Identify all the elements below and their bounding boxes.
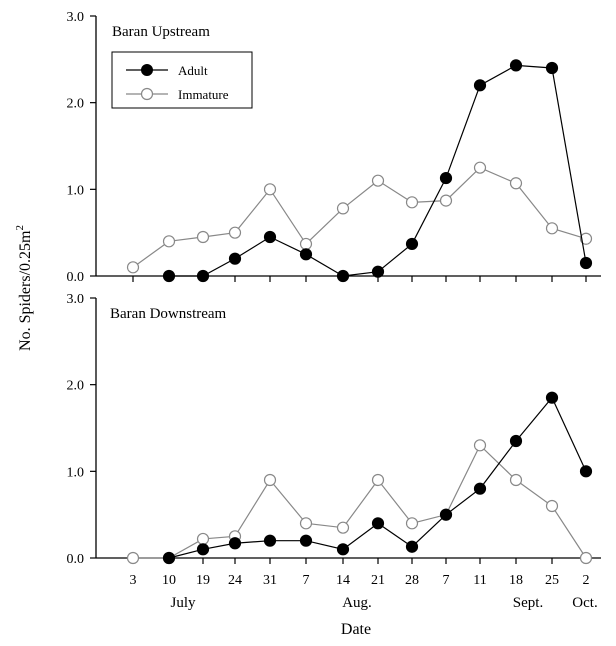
bottom-immature-point xyxy=(371,473,385,487)
bottom-adult-point xyxy=(473,482,487,495)
top-adult-point xyxy=(299,248,313,261)
x-tick-label: 31 xyxy=(263,573,277,588)
bottom-adult-point xyxy=(579,465,593,478)
top-immature-point xyxy=(263,183,277,196)
top-adult-point xyxy=(228,252,242,265)
top-y-tick-label: 1.0 xyxy=(67,183,85,198)
x-tick-label: 2 xyxy=(583,573,590,588)
bottom-immature-point xyxy=(126,551,140,565)
legend-adult-label: Adult xyxy=(178,63,208,78)
top-adult-point xyxy=(579,256,593,270)
top-y-tick-label: 3.0 xyxy=(67,10,85,25)
legend-immature-marker xyxy=(140,87,154,101)
top-immature-point xyxy=(509,177,523,190)
bottom-panel-title: Baran Downstream xyxy=(110,306,227,322)
bottom-y-tick-label: 0.0 xyxy=(67,552,85,567)
month-label-july: July xyxy=(170,595,196,611)
bottom-y-tick-label: 1.0 xyxy=(67,465,85,480)
bottom-adult-point xyxy=(162,551,176,565)
bottom-immature-point xyxy=(473,439,487,452)
bottom-immature-point xyxy=(299,517,313,530)
top-immature-point xyxy=(162,235,176,248)
bottom-immature-point xyxy=(336,521,350,534)
x-axis-title: Date xyxy=(341,621,371,638)
bottom-adult-point xyxy=(299,534,313,547)
top-adult-point xyxy=(162,269,176,283)
month-label-sept: Sept. xyxy=(513,595,543,611)
top-immature-point xyxy=(545,222,559,235)
x-tick-label: 14 xyxy=(336,573,350,588)
legend-adult-marker xyxy=(141,64,153,76)
x-tick-label: 25 xyxy=(545,573,559,588)
legend: Adult Immature xyxy=(111,51,253,109)
bottom-adult-point xyxy=(405,540,419,553)
top-adult-point xyxy=(473,79,487,92)
month-label-aug: Aug. xyxy=(342,595,372,611)
bottom-adult-point xyxy=(228,537,242,550)
bottom-panel: Baran Downstream xyxy=(95,298,601,559)
bottom-adult-point xyxy=(336,543,350,556)
bottom-immature-point xyxy=(545,499,559,513)
legend-immature-label: Immature xyxy=(178,87,229,102)
x-tick-label: 7 xyxy=(443,573,450,588)
bottom-y-tick-label: 3.0 xyxy=(67,292,85,307)
top-immature-point xyxy=(336,202,350,215)
bottom-y-tick-label: 2.0 xyxy=(67,379,85,394)
bottom-immature-point xyxy=(263,473,277,487)
x-tick-label: 28 xyxy=(405,573,419,588)
x-tick-label: 11 xyxy=(473,573,486,588)
top-immature-point xyxy=(228,226,242,239)
legend-box xyxy=(111,51,253,109)
top-panel-title: Baran Upstream xyxy=(112,24,210,40)
top-immature-point xyxy=(126,261,140,274)
x-tick-label: 7 xyxy=(303,573,310,588)
top-adult-point xyxy=(405,237,419,251)
top-adult-point xyxy=(263,230,277,244)
bottom-adult-point xyxy=(371,517,385,530)
top-immature-point xyxy=(196,230,210,244)
top-adult-point xyxy=(371,265,385,278)
x-tick-label: 24 xyxy=(228,573,242,588)
bottom-immature-point xyxy=(405,517,419,530)
top-adult-point xyxy=(545,61,559,75)
bottom-adult-point xyxy=(439,508,453,521)
bottom-adult-point xyxy=(263,534,277,547)
top-immature-point xyxy=(579,232,593,245)
top-immature-point xyxy=(299,237,313,251)
bottom-immature-point xyxy=(196,532,210,546)
x-tick-label: 21 xyxy=(371,573,385,588)
bottom-adult-point xyxy=(509,434,523,448)
top-adult-point xyxy=(336,269,350,283)
top-immature-point xyxy=(371,174,385,187)
top-immature-point xyxy=(405,196,419,209)
bottom-adult-point xyxy=(196,543,210,556)
top-adult-point xyxy=(439,171,453,185)
bottom-immature-point xyxy=(579,551,593,565)
month-label-oct: Oct. xyxy=(572,595,597,611)
top-y-tick-label: 2.0 xyxy=(67,97,85,112)
plot-layer: 0.0 1.0 2.0 3.0 0.0 1.0 2.0 3.0 3 10 19 24 31 7 14 21 28… xyxy=(67,10,593,588)
x-tick-label: 18 xyxy=(509,573,523,588)
y-axis-title: No. Spiders/0.25m2 xyxy=(14,225,34,351)
top-y-tick-label: 0.0 xyxy=(67,270,85,285)
x-tick-label: 19 xyxy=(196,573,210,588)
top-adult-point xyxy=(509,59,523,72)
bottom-adult-point xyxy=(545,391,559,404)
x-tick-label: 10 xyxy=(162,573,176,588)
top-immature-point xyxy=(473,161,487,174)
top-immature-point xyxy=(439,194,453,207)
top-adult-point xyxy=(196,269,210,283)
x-tick-label: 3 xyxy=(130,573,137,588)
bottom-immature-point xyxy=(509,473,523,487)
